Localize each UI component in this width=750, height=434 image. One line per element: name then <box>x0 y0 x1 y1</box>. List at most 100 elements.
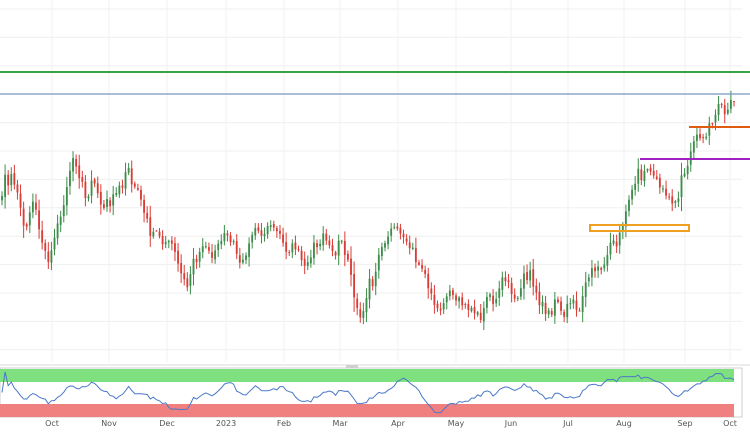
candle-body <box>458 297 461 302</box>
candle-body <box>211 252 213 258</box>
candle-body <box>102 204 105 208</box>
candle-body <box>408 242 411 249</box>
candle-body <box>374 271 377 287</box>
candle-body <box>4 174 7 198</box>
candle-body <box>155 230 158 232</box>
candle-body <box>677 198 680 202</box>
candle-body <box>609 242 612 255</box>
candle-body <box>368 278 371 300</box>
candle-body <box>668 196 671 198</box>
candle-body <box>359 309 362 318</box>
candle-body <box>291 243 294 253</box>
candle-body <box>452 290 454 296</box>
candle-body <box>214 250 217 260</box>
candle-body <box>59 216 62 225</box>
candle-body <box>272 223 275 228</box>
candle-body <box>322 233 325 246</box>
candle-body <box>421 264 423 269</box>
candle-body <box>226 233 229 236</box>
candle-body <box>708 123 711 136</box>
candle-body <box>544 302 547 314</box>
x-axis-label: Nov <box>101 419 117 428</box>
candle-body <box>575 300 578 310</box>
candle-body <box>658 177 661 188</box>
candle-body <box>646 169 649 171</box>
candle-body <box>72 157 74 172</box>
candle-body <box>618 232 621 246</box>
candle-body <box>535 285 538 293</box>
candle-body <box>127 167 130 173</box>
candle-body <box>467 303 470 310</box>
candle-body <box>538 291 541 306</box>
candle-body <box>96 183 99 194</box>
candle-body <box>65 187 68 206</box>
candle-body <box>140 189 142 200</box>
candle-body <box>106 199 108 207</box>
candle-body <box>1 195 3 201</box>
candle-body <box>628 199 630 211</box>
x-axis-label: May <box>448 419 465 428</box>
candle-body <box>35 202 37 210</box>
candle-body <box>560 301 562 311</box>
candle-body <box>733 101 735 103</box>
candle-body <box>75 159 78 167</box>
candle-body <box>402 233 405 238</box>
candle-body <box>418 262 420 265</box>
candle-body <box>241 259 244 263</box>
candle-body <box>167 240 170 243</box>
candle-body <box>38 210 40 230</box>
candle-body <box>158 231 161 237</box>
candle-body <box>257 227 260 231</box>
candle-body <box>584 282 587 297</box>
candle-body <box>711 123 714 125</box>
candle-body <box>399 227 402 234</box>
candle-body <box>22 208 25 226</box>
candle-body <box>177 250 179 264</box>
candle-body <box>541 301 544 307</box>
candle-body <box>340 240 343 242</box>
candle-body <box>390 228 393 236</box>
candle-body <box>133 183 136 187</box>
candle-body <box>235 241 238 254</box>
candle-body <box>699 133 701 139</box>
candle-body <box>319 243 322 247</box>
candle-body <box>161 236 164 245</box>
candle-body <box>705 136 708 139</box>
candle-body <box>377 254 380 271</box>
candle-body <box>229 235 232 243</box>
candle-body <box>217 243 220 251</box>
candle-body <box>44 242 47 251</box>
candle-body <box>81 177 84 182</box>
candle-body <box>702 137 705 139</box>
x-axis-label: Feb <box>277 419 291 428</box>
candle-body <box>686 165 689 175</box>
candle-body <box>652 170 655 176</box>
indicator-overbought-band <box>0 369 734 382</box>
candle-body <box>442 303 445 310</box>
candle-body <box>631 189 634 200</box>
candle-body <box>387 236 390 245</box>
candle-body <box>195 258 198 263</box>
candle-body <box>720 104 723 106</box>
candle-body <box>680 175 683 198</box>
candle-body <box>489 294 491 298</box>
candle-body <box>566 303 569 318</box>
candle-body <box>10 174 13 186</box>
candle-body <box>69 170 71 187</box>
candle-body <box>47 251 50 263</box>
candle-body <box>578 310 581 312</box>
candle-body <box>464 304 467 306</box>
candle-body <box>371 279 374 287</box>
candle-body <box>192 258 195 275</box>
candle-body <box>353 274 356 298</box>
candle-body <box>297 249 300 251</box>
x-axis-label: Dec <box>159 419 174 428</box>
candle-body <box>112 194 115 206</box>
candle-body <box>590 268 593 278</box>
candle-body <box>78 165 81 179</box>
candle-body <box>640 169 643 181</box>
candle-body <box>337 240 340 256</box>
candle-body <box>411 247 414 250</box>
